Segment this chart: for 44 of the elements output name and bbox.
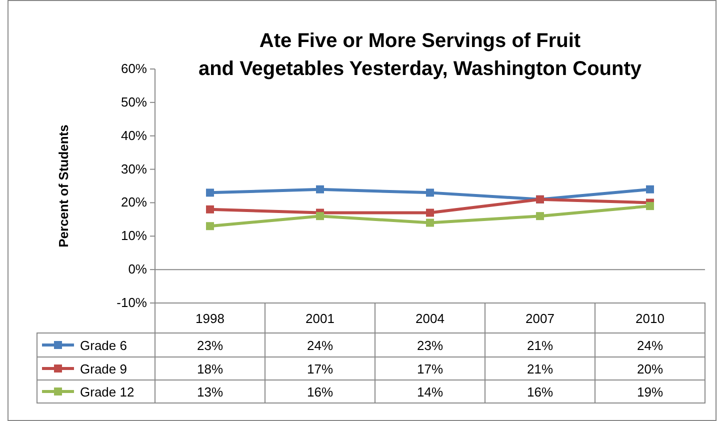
legend-label: Grade 9 (80, 362, 127, 376)
chart-title: Ate Five or More Servings of Fruit and Vegetables Yesterday, Washington County (198, 30, 642, 80)
point (426, 208, 434, 217)
data-label: 20% (636, 362, 664, 376)
point (206, 205, 214, 214)
data-label: 14% (416, 384, 444, 400)
point (206, 188, 214, 197)
point (426, 218, 434, 227)
y-tick-label: 40% (120, 128, 148, 143)
y-tick-label: 20% (120, 194, 148, 210)
legend-label: Grade 12 (80, 384, 134, 400)
point (536, 212, 544, 220)
data-label: 23% (196, 338, 224, 353)
x-tick-label: 2004 (416, 311, 444, 326)
y-axis-title: Percent of Students (56, 124, 71, 248)
x-tick-label: 2001 (306, 311, 334, 326)
data-label: 19% (636, 384, 664, 400)
y-tick-label: 0% (128, 262, 148, 277)
point (646, 202, 654, 210)
data-label: 21% (526, 338, 554, 353)
point (426, 188, 434, 197)
data-label: 24% (306, 338, 334, 353)
y-tick-label: 50% (120, 94, 148, 110)
data-label: 23% (416, 338, 444, 353)
point (646, 185, 654, 194)
data-label: 16% (306, 384, 334, 400)
point (316, 212, 324, 220)
point (316, 185, 324, 194)
y-tick-label: 30% (120, 161, 148, 176)
data-label: 24% (636, 338, 664, 353)
x-tick-label: 2010 (636, 311, 664, 326)
data-label: 21% (526, 362, 554, 376)
data-label: 17% (306, 362, 334, 376)
legend-label: Grade 6 (80, 338, 127, 353)
data-label: 16% (526, 384, 554, 400)
data-label: 18% (196, 362, 224, 376)
data-label: 17% (416, 362, 444, 376)
point (206, 222, 214, 230)
y-tick-label: -10% (116, 295, 148, 310)
x-tick-label: 1998 (196, 311, 224, 326)
x-tick-label: 2007 (526, 311, 554, 326)
data-label: 13% (196, 384, 224, 400)
y-tick-label: 60% (120, 61, 148, 76)
y-tick-label: 10% (120, 228, 148, 244)
